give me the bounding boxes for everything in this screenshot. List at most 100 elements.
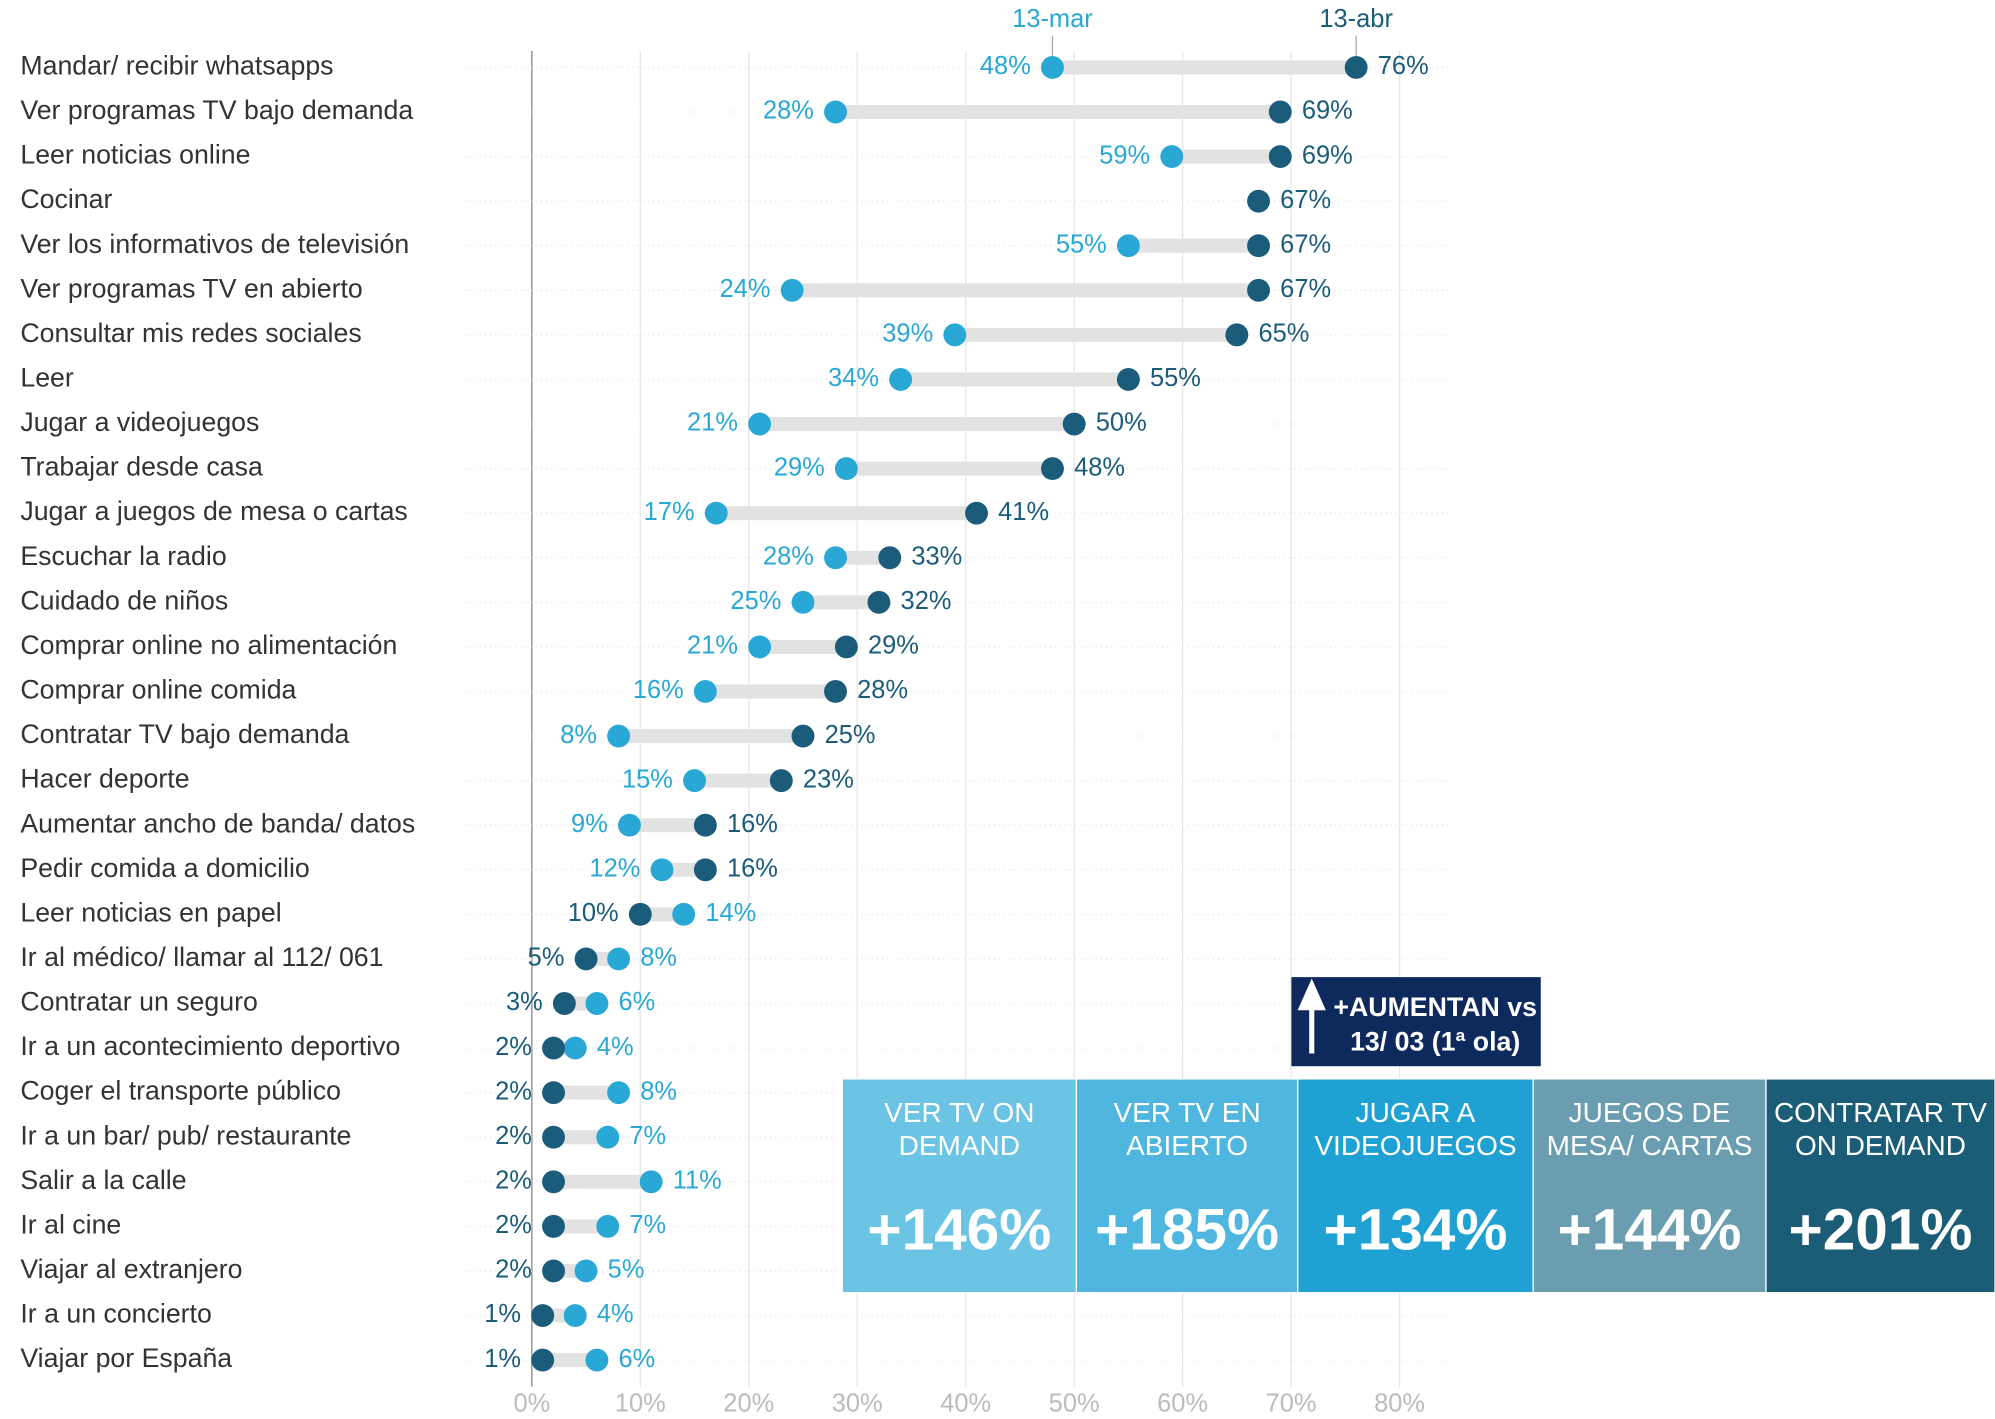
value-label: 8% (560, 721, 597, 749)
x-tick-label: 70% (1266, 1389, 1317, 1417)
legend-label: 13-mar (1012, 5, 1093, 33)
connector (835, 550, 890, 565)
connector (802, 595, 879, 610)
dot (596, 1214, 620, 1238)
x-tick-label: 30% (832, 1389, 883, 1417)
dot (618, 813, 641, 837)
value-label: 32% (901, 587, 952, 615)
value-label: 2% (495, 1211, 532, 1239)
value-label: 8% (640, 1077, 677, 1105)
tile-label: JUGAR A (1356, 1097, 1476, 1128)
tile-label: VIDEOJUEGOS (1314, 1130, 1516, 1161)
dot (1247, 234, 1270, 258)
value-label: 6% (619, 1345, 656, 1373)
category-label: Ir a un concierto (20, 1299, 211, 1329)
dot (542, 1125, 565, 1149)
connector (759, 639, 847, 654)
x-tick-label: 60% (1157, 1389, 1208, 1417)
category-label: Ver los informativos de televisión (20, 229, 409, 259)
dot (834, 457, 858, 481)
value-label: 59% (1099, 141, 1150, 169)
value-label: 7% (629, 1211, 666, 1239)
callout-box (1291, 977, 1541, 1067)
dot (574, 1259, 598, 1283)
value-label: 25% (730, 587, 781, 615)
value-label: 1% (484, 1300, 521, 1328)
category-label: Jugar a videojuegos (20, 407, 259, 437)
dot (704, 501, 728, 525)
value-label: 16% (727, 810, 778, 838)
category-label: Coger el transporte público (20, 1076, 341, 1106)
dot (965, 501, 988, 525)
connector (542, 1353, 597, 1368)
value-label: 21% (687, 409, 738, 437)
value-label: 48% (1074, 453, 1125, 481)
dot (1247, 189, 1270, 213)
tile-label: JUEGOS DE (1569, 1097, 1731, 1128)
dot (607, 724, 631, 748)
connector (1171, 149, 1281, 164)
dot (607, 947, 631, 971)
value-label: 16% (727, 854, 778, 882)
legend-label: 13-abr (1319, 5, 1393, 33)
dot (769, 769, 793, 793)
value-label: 48% (980, 52, 1031, 80)
category-label: Leer noticias en papel (20, 897, 281, 927)
category-label: Cocinar (20, 184, 112, 214)
dot (867, 590, 891, 614)
category-label: Ver programas TV en abierto (20, 273, 362, 303)
dot (1344, 55, 1368, 79)
value-label: 4% (597, 1033, 634, 1061)
dot (834, 635, 858, 659)
value-label: 8% (640, 944, 677, 972)
category-label: Comprar online comida (20, 675, 296, 705)
tile-label: VER TV EN (1113, 1097, 1260, 1128)
dot (552, 992, 576, 1015)
category-label: Cuidado de niños (20, 585, 228, 615)
value-label: 69% (1302, 141, 1353, 169)
dot (791, 590, 815, 614)
dot (824, 680, 847, 703)
dot (639, 1170, 663, 1194)
tile-label: ABIERTO (1126, 1130, 1248, 1161)
dot (531, 1348, 555, 1372)
connector (618, 729, 803, 744)
value-label: 4% (597, 1300, 634, 1328)
value-label: 50% (1096, 409, 1147, 437)
category-label: Contratar un seguro (20, 987, 257, 1017)
connector (705, 684, 836, 699)
value-label: 55% (1150, 364, 1201, 392)
dot (824, 100, 847, 124)
value-label: 39% (882, 320, 933, 348)
value-label: 16% (633, 676, 684, 704)
category-label: Aumentar ancho de banda/ datos (20, 808, 415, 838)
value-label: 28% (763, 97, 814, 125)
dot (693, 680, 717, 703)
value-label: 28% (857, 676, 908, 704)
callout-text: +AUMENTAN vs (1333, 992, 1537, 1022)
tile (1532, 1078, 1767, 1294)
dot (748, 635, 772, 659)
connector (759, 417, 1075, 432)
connector (553, 1174, 652, 1189)
value-label: 2% (495, 1033, 532, 1061)
connector (835, 105, 1281, 120)
tile-label: MESA/ CARTAS (1547, 1130, 1753, 1161)
value-label: 17% (644, 498, 695, 526)
value-label: 28% (763, 542, 814, 570)
value-label: 9% (571, 810, 608, 838)
tile-value: +144% (1558, 1198, 1742, 1263)
dot (780, 278, 804, 302)
value-label: 2% (495, 1077, 532, 1105)
value-label: 11% (673, 1167, 722, 1195)
tile-value: +134% (1324, 1198, 1508, 1263)
category-label: Escuchar la radio (20, 541, 226, 571)
dot (1247, 278, 1270, 302)
value-label: 3% (506, 988, 543, 1016)
dot (1041, 55, 1064, 79)
value-label: 67% (1280, 275, 1331, 303)
tile-label: CONTRATAR TV (1774, 1097, 1987, 1128)
value-label: 25% (825, 721, 876, 749)
dot (585, 1348, 609, 1372)
